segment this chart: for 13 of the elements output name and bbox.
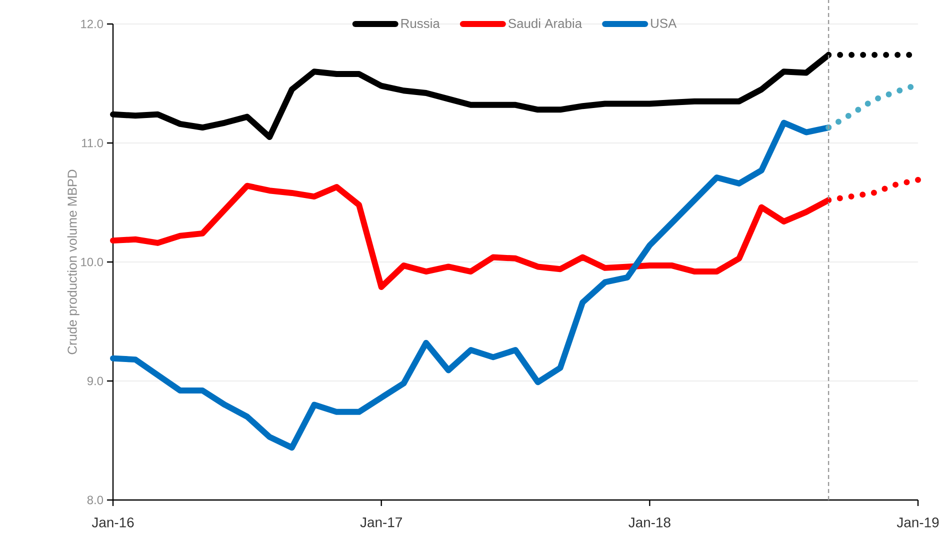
y-tick-label: 9.0 — [87, 376, 104, 386]
x-tick-label: Jan-18 — [628, 517, 670, 528]
x-tick-label: Jan-17 — [360, 518, 402, 528]
y-tick-label: 8.0 — [87, 496, 104, 504]
legend-label: USA — [651, 18, 677, 28]
y-tick-label: 10.0 — [81, 258, 104, 266]
legend-label: Saudi Arabia — [508, 18, 582, 28]
y-tick-label: 11.0 — [82, 138, 104, 148]
x-tick-label: Jan-19 — [896, 517, 939, 528]
x-tick-label: Jan-16 — [92, 517, 134, 528]
y-axis-title: Crude production volume MBPD — [67, 170, 80, 354]
legend-label: Russia — [401, 18, 440, 28]
y-tick-label: 12.0 — [81, 20, 104, 28]
